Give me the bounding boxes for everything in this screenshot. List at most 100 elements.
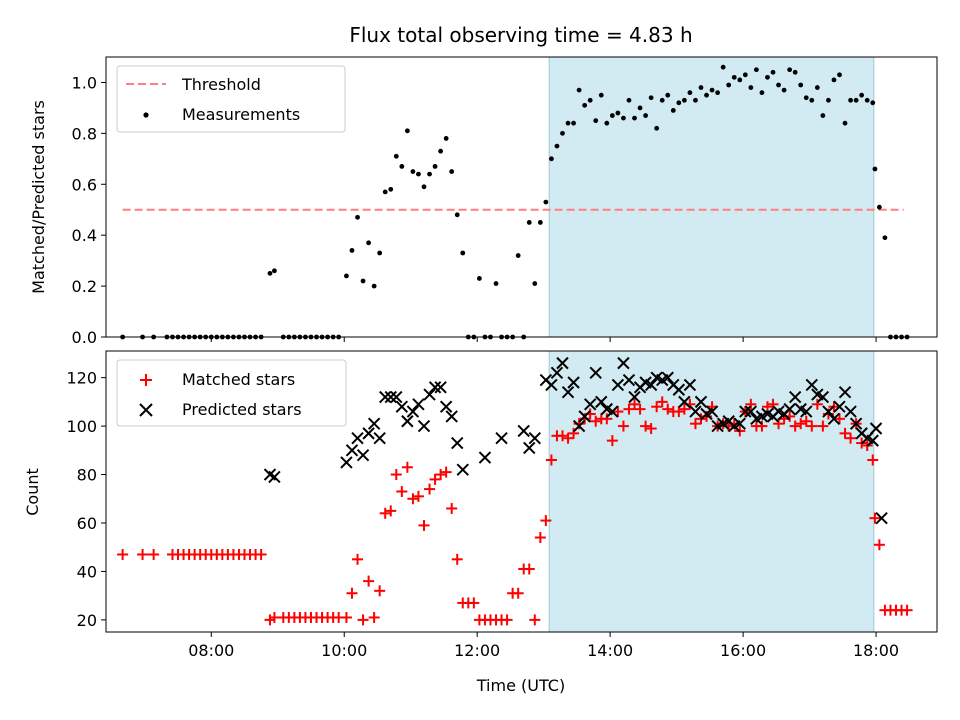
measurement-point <box>720 64 726 70</box>
predicted-star-marker <box>401 415 414 428</box>
bottom-y-tick-label: 80 <box>77 466 97 485</box>
matched-star-marker <box>148 548 160 560</box>
predicted-star-marker <box>395 400 409 413</box>
matched-star-marker <box>839 427 851 439</box>
legend-matched-swatch <box>140 374 152 386</box>
measurement-point <box>872 166 878 172</box>
x-tick-label: 14:00 <box>587 641 633 660</box>
predicted-star-marker <box>583 398 597 411</box>
predicted-star-marker <box>788 390 802 404</box>
bottom-y-ticks: 20 40 60 80 100 120 <box>66 369 106 630</box>
measurement-point <box>870 100 876 106</box>
matched-star-marker <box>363 575 375 587</box>
matched-star-marker <box>789 420 801 432</box>
top-y-tick-label: 0.0 <box>72 328 97 347</box>
measurement-point <box>659 97 665 103</box>
bottom-x-ticks: 08:00 10:00 12:00 14:00 16:00 18:00 <box>188 632 899 660</box>
measurement-point <box>554 143 560 149</box>
predicted-star-marker <box>606 405 619 418</box>
predicted-star-marker <box>822 405 835 418</box>
bottom-panel: 20 40 60 80 100 120 08:00 10:00 12:00 14:00 16:00… <box>23 350 938 695</box>
matched-stars-points <box>117 396 913 626</box>
predicted-star-marker <box>733 417 746 430</box>
measurement-point <box>388 186 394 192</box>
predicted-star-marker <box>611 378 625 392</box>
matched-star-marker <box>446 502 458 514</box>
measurement-point <box>798 82 804 88</box>
predicted-star-marker <box>379 390 392 404</box>
top-y-tick-label: 0.6 <box>72 175 97 194</box>
matched-star-marker <box>412 490 424 502</box>
measurement-point <box>792 69 798 75</box>
bottom-y-tick-label: 100 <box>66 417 97 436</box>
top-x-ticks <box>210 337 877 342</box>
predicted-star-marker <box>800 405 813 418</box>
matched-star-marker <box>869 512 881 524</box>
predicted-star-marker <box>384 390 397 404</box>
predicted-star-marker <box>628 390 641 404</box>
top-y-tick-label: 0.4 <box>72 226 97 245</box>
matched-star-marker <box>568 427 580 439</box>
matched-star-marker <box>385 505 397 517</box>
measurement-point <box>438 148 444 154</box>
measurement-point <box>787 67 793 73</box>
predicted-star-marker <box>417 419 431 433</box>
predicted-star-marker <box>478 451 492 464</box>
matched-star-marker <box>529 614 541 626</box>
matched-star-marker <box>761 401 773 413</box>
measurement-point <box>654 125 660 131</box>
measurement-point <box>842 120 848 126</box>
matched-star-marker <box>534 532 546 544</box>
measurement-point <box>731 74 737 80</box>
measurement-point <box>820 113 826 118</box>
matched-star-marker <box>407 493 419 505</box>
matched-star-marker <box>745 398 757 410</box>
predicted-star-marker <box>827 412 841 426</box>
predicted-star-marker <box>838 385 852 399</box>
predicted-star-marker <box>672 383 686 396</box>
predicted-star-marker <box>866 434 879 447</box>
measurement-point <box>803 95 809 101</box>
top-y-tick-label: 0.2 <box>72 277 97 296</box>
matched-star-marker <box>845 432 857 444</box>
matched-star-marker <box>901 604 913 616</box>
measurement-point <box>837 72 842 78</box>
predicted-star-marker <box>816 390 830 404</box>
predicted-star-marker <box>268 470 281 484</box>
predicted-star-marker <box>423 388 436 401</box>
matched-star-marker <box>617 420 629 432</box>
matched-star-marker <box>418 519 430 531</box>
matched-star-marker <box>756 420 768 432</box>
matched-star-marker <box>401 461 413 473</box>
measurement-point <box>604 120 610 126</box>
matched-star-marker <box>340 611 352 623</box>
predicted-star-marker <box>451 436 464 450</box>
matched-star-marker <box>540 515 552 527</box>
matched-star-marker <box>833 413 845 425</box>
measurement-point <box>532 281 538 286</box>
bottom-legend-box <box>116 359 347 427</box>
matched-star-marker <box>545 454 557 466</box>
matched-star-marker <box>562 432 574 444</box>
predicted-stars-points <box>263 356 888 525</box>
matched-star-marker <box>451 553 463 565</box>
measurement-point <box>587 97 593 103</box>
x-tick-label: 18:00 <box>853 641 899 660</box>
measurement-point <box>565 120 571 126</box>
measurement-point <box>859 92 865 98</box>
predicted-star-marker <box>694 395 708 409</box>
measurement-point <box>272 268 277 274</box>
measurement-point <box>770 69 776 75</box>
measurement-point <box>864 97 870 103</box>
predicted-star-marker <box>622 373 636 387</box>
matched-star-marker <box>767 398 779 410</box>
predicted-star-marker <box>351 431 364 445</box>
matched-star-marker <box>601 413 613 425</box>
bottom-y-tick-label: 60 <box>77 514 97 533</box>
matched-star-marker <box>606 435 618 447</box>
matched-star-marker <box>255 548 267 560</box>
measurement-point <box>726 82 732 88</box>
bottom-y-axis-label: Count <box>23 468 42 516</box>
matched-star-marker <box>374 585 386 597</box>
